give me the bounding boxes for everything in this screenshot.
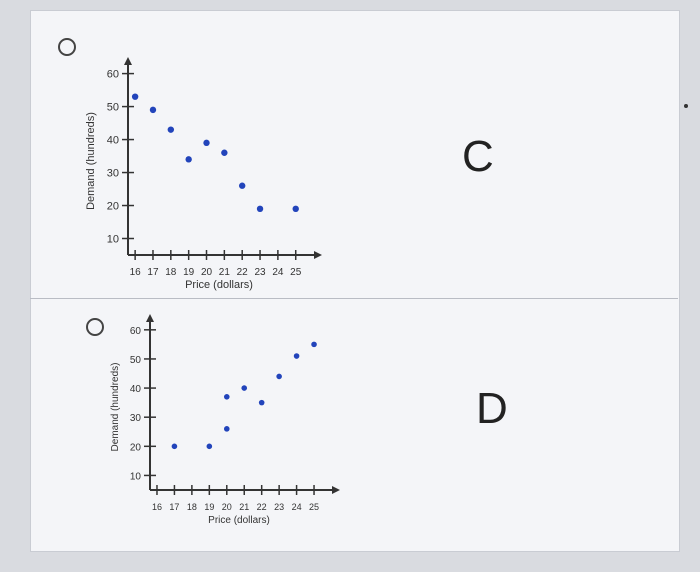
data-point: [276, 373, 282, 380]
data-point: [206, 443, 213, 450]
data-point: [293, 353, 300, 359]
x-tick-label: 17: [169, 502, 179, 512]
y-tick-label: 10: [130, 471, 142, 482]
y-tick-label: 30: [130, 413, 142, 424]
x-tick-label: 21: [239, 502, 249, 512]
radio-option-d[interactable]: [86, 318, 104, 336]
y-tick-label: 60: [130, 326, 142, 337]
x-axis-arrow: [332, 486, 340, 494]
data-point: [241, 385, 248, 391]
option-divider: [30, 298, 678, 299]
data-point: [185, 156, 192, 163]
radio-option-c[interactable]: [58, 38, 76, 56]
x-tick-label: 23: [274, 502, 284, 512]
x-tick-label: 20: [222, 502, 232, 512]
y-tick-label: 50: [130, 355, 142, 366]
data-point: [238, 182, 246, 189]
y-tick-label: 30: [107, 168, 119, 180]
x-tick-label: 22: [257, 502, 267, 512]
option-label-c: C: [462, 132, 494, 181]
x-tick-label: 25: [290, 267, 302, 278]
data-point: [167, 126, 175, 133]
x-tick-label: 17: [147, 267, 159, 278]
y-tick-label: 60: [107, 69, 119, 81]
x-tick-label: 18: [187, 502, 197, 512]
scatter-chart-c: 10 20 30 40 50 60 16 17 18 19 20 21 22 23 24 25 Price (d…: [85, 57, 322, 291]
x-axis-arrow: [314, 251, 322, 259]
x-axis-label: Price (dollars): [185, 279, 253, 291]
y-axis-arrow: [146, 314, 154, 322]
stray-dot: [684, 104, 688, 108]
x-tick-label: 16: [130, 267, 142, 278]
data-point: [223, 426, 230, 432]
x-tick-label: 21: [219, 267, 231, 278]
y-tick-label: 20: [107, 201, 119, 213]
data-point: [258, 399, 265, 406]
x-tick-label: 24: [292, 502, 302, 512]
data-point: [149, 106, 157, 114]
scatter-chart-d: 10 20 30 40 50 60 16 17 18 19 20 21 22 23 24 25 Price (d…: [110, 314, 340, 526]
y-tick-label: 40: [107, 135, 119, 147]
y-axis-label: Demand (hundreds): [110, 363, 121, 452]
data-point: [131, 93, 139, 100]
x-tick-label: 20: [201, 267, 213, 278]
data-point: [221, 149, 228, 156]
data-point: [203, 139, 210, 147]
x-tick-label: 23: [254, 267, 266, 278]
question-card: [30, 10, 680, 552]
y-tick-label: 50: [107, 102, 119, 114]
data-point: [256, 205, 264, 213]
x-tick-label: 19: [204, 502, 214, 512]
x-axis-label: Price (dollars): [208, 515, 270, 526]
x-tick-label: 24: [272, 267, 284, 278]
x-tick-label: 18: [165, 267, 177, 278]
data-point: [311, 341, 317, 348]
x-tick-label: 16: [152, 502, 162, 512]
y-axis-arrow: [124, 57, 132, 65]
option-label-d: D: [476, 384, 508, 433]
data-point: [171, 443, 178, 450]
data-point: [223, 394, 230, 400]
data-point: [292, 205, 299, 213]
y-tick-label: 40: [130, 384, 142, 395]
y-tick-label: 10: [107, 234, 119, 246]
x-tick-label: 19: [183, 267, 195, 278]
x-tick-label: 25: [309, 502, 319, 512]
x-tick-label: 22: [237, 267, 249, 278]
y-axis-label: Demand (hundreds): [85, 112, 97, 210]
y-tick-label: 20: [130, 442, 142, 453]
